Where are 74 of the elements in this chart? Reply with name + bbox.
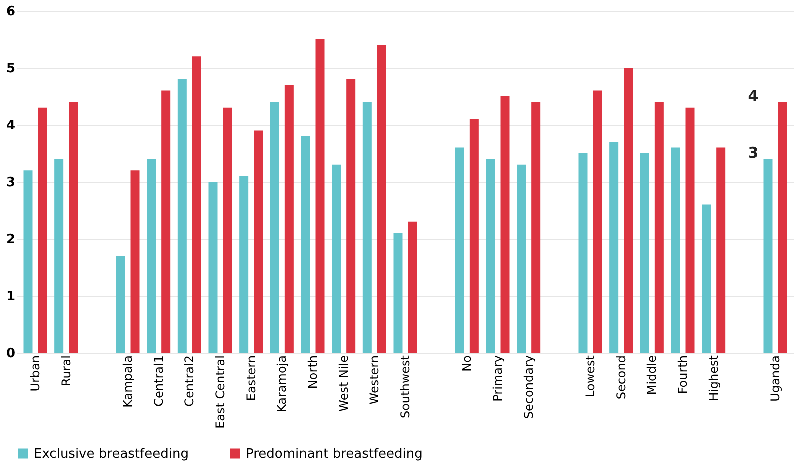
bar [593, 90, 602, 353]
bar [54, 159, 64, 353]
annotation: 3 [748, 144, 759, 162]
bar [362, 102, 372, 353]
bar [69, 102, 78, 353]
bar [686, 108, 695, 353]
y-tick-label: 1 [6, 290, 16, 304]
bar [640, 154, 650, 353]
bar [240, 176, 249, 353]
annotation: 4 [748, 87, 759, 106]
x-tick-label: Middle [645, 356, 660, 396]
bar [394, 233, 403, 353]
legend-label: Exclusive breastfeeding [34, 446, 189, 462]
bar [671, 148, 680, 353]
y-tick-label: 3 [6, 176, 16, 190]
bar [192, 56, 202, 353]
y-tick-label: 2 [6, 232, 16, 248]
bar [178, 79, 187, 353]
bar [147, 159, 156, 353]
bar [778, 102, 788, 353]
y-tick-label: 6 [6, 4, 16, 20]
x-tick-label: Central2 [182, 356, 197, 407]
x-tick-label: Second [614, 356, 628, 400]
bar [517, 164, 526, 353]
bar [470, 119, 479, 353]
bar [532, 102, 541, 353]
bar [486, 159, 496, 353]
bar [455, 148, 464, 353]
bar [654, 102, 664, 353]
legend-label: Predominant breastfeeding [246, 446, 423, 462]
bar [270, 102, 280, 353]
x-tick-label: Uganda [768, 356, 782, 402]
bar [578, 154, 588, 353]
bar [764, 159, 773, 353]
bar [130, 170, 140, 353]
bar [223, 108, 232, 353]
x-tick-label: Central1 [152, 356, 166, 407]
bar [116, 256, 126, 353]
bar [24, 170, 33, 353]
x-tick-label: No [460, 356, 474, 372]
x-tick-label: Western [368, 356, 382, 405]
bar [162, 90, 171, 353]
bar [500, 96, 510, 353]
bar [332, 164, 342, 353]
x-tick-label: Urban [28, 356, 42, 392]
x-tick-label: Lowest [584, 355, 598, 398]
bar [208, 182, 218, 353]
bar [346, 79, 356, 353]
y-tick-label: 4 [6, 118, 16, 134]
bar [702, 204, 712, 353]
x-tick-label: Kampala [121, 356, 135, 408]
x-tick-label: Fourth [676, 356, 690, 394]
x-tick-label: Karamoja [275, 356, 290, 413]
bar [38, 108, 48, 353]
x-tick-label: Secondary [522, 356, 536, 420]
y-tick-label: 0 [6, 346, 16, 362]
bar [408, 222, 418, 353]
x-tick-label: Rural [59, 356, 74, 387]
x-tick-label: Primary [491, 356, 505, 402]
bar [254, 130, 264, 353]
bar [716, 148, 726, 353]
bar [624, 68, 634, 353]
x-tick-label: Highest [706, 355, 721, 402]
bar [377, 45, 386, 353]
x-tick-label: Eastern [244, 356, 258, 402]
x-tick-label: West Nile [336, 356, 351, 412]
bar [316, 40, 325, 353]
bar [610, 142, 619, 353]
y-tick-label: 5 [6, 62, 16, 76]
bar [284, 85, 294, 353]
x-tick-label: Southwest [398, 355, 412, 419]
bar [301, 136, 310, 353]
x-tick-label: North [306, 356, 320, 390]
x-tick-label: East Central [214, 356, 228, 429]
